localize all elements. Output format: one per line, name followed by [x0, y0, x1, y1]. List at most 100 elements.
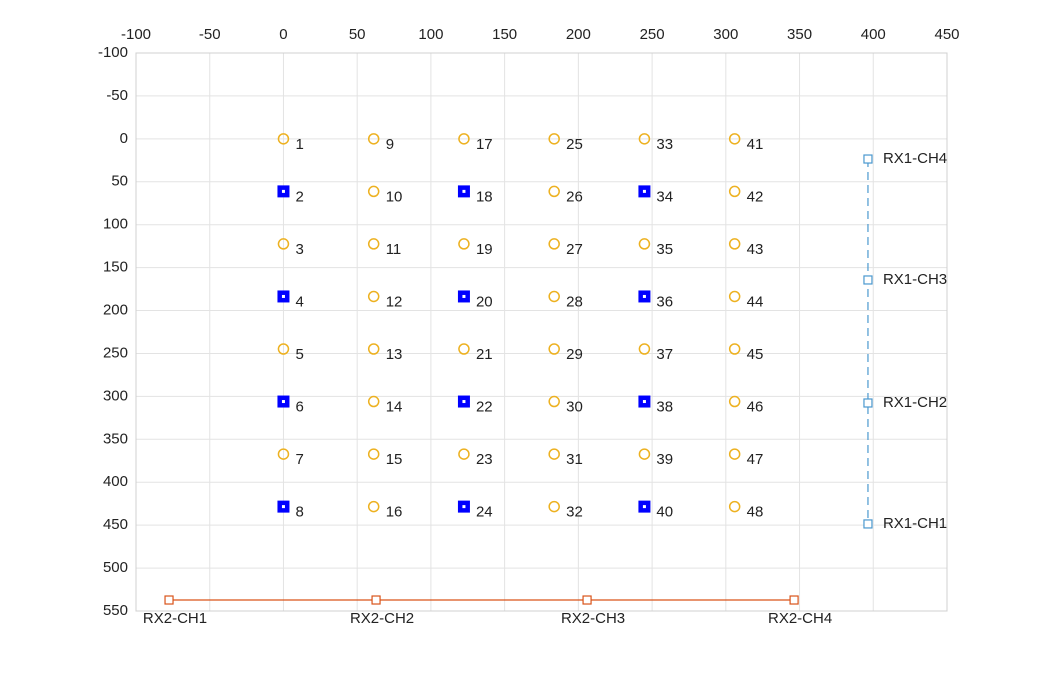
- point-label: 33: [656, 136, 673, 153]
- point-marker-center: [281, 400, 285, 404]
- point-marker: [728, 185, 741, 198]
- point-label: 28: [566, 293, 583, 310]
- point-marker: [367, 290, 380, 303]
- y-tick-label: 300: [103, 387, 128, 404]
- point-marker: [371, 595, 381, 605]
- point-marker-center: [642, 400, 646, 404]
- point-marker: [548, 343, 560, 355]
- x-tick-label: 150: [492, 26, 517, 43]
- y-tick-label: 200: [103, 302, 128, 319]
- point-label: 39: [656, 451, 673, 468]
- x-tick-label: 400: [861, 26, 886, 43]
- y-tick-label: -100: [98, 44, 128, 61]
- point-label: 48: [747, 504, 764, 521]
- point-marker: [863, 154, 873, 164]
- point-marker: [458, 238, 470, 250]
- point-marker: [728, 343, 741, 355]
- point-marker-center: [462, 400, 466, 404]
- point-marker: [638, 133, 651, 145]
- point-label: 32: [566, 504, 583, 521]
- point-label: 47: [747, 451, 764, 468]
- point-marker: [728, 395, 741, 408]
- x-tick-label: 350: [787, 26, 812, 43]
- point-label: RX2-CH1: [143, 610, 207, 627]
- point-marker: [367, 343, 380, 355]
- point-label: 22: [476, 399, 493, 416]
- point-label: 2: [295, 188, 303, 205]
- point-marker-center: [642, 294, 646, 298]
- point-marker: [367, 185, 380, 198]
- point-marker: [458, 133, 470, 145]
- point-label: RX1-CH3: [883, 271, 947, 288]
- point-label: 37: [656, 346, 673, 363]
- x-tick-label: 50: [349, 26, 366, 43]
- point-label: 16: [386, 504, 403, 521]
- point-label: 44: [747, 293, 764, 310]
- point-label: 31: [566, 451, 583, 468]
- point-label: 24: [476, 504, 493, 521]
- point-marker: [728, 238, 741, 250]
- y-tick-label: 550: [103, 602, 128, 619]
- point-marker: [367, 133, 380, 145]
- point-label: 1: [295, 136, 303, 153]
- x-tick-label: 450: [934, 26, 959, 43]
- point-label: 8: [295, 504, 303, 521]
- point-marker: [367, 238, 380, 250]
- point-marker: [728, 133, 741, 145]
- point-marker: [638, 238, 651, 250]
- point-label: 7: [295, 451, 303, 468]
- point-label: 45: [747, 346, 764, 363]
- point-label: 17: [476, 136, 493, 153]
- point-marker: [548, 448, 560, 460]
- point-marker: [277, 448, 290, 460]
- point-label: RX2-CH2: [350, 610, 414, 627]
- y-tick-label: 50: [111, 173, 128, 190]
- point-label: 25: [566, 136, 583, 153]
- point-label: 18: [476, 188, 493, 205]
- point-marker: [367, 448, 380, 460]
- point-marker: [277, 238, 290, 250]
- point-marker: [728, 448, 741, 460]
- point-label: 14: [386, 399, 403, 416]
- y-tick-label: 400: [103, 473, 128, 490]
- point-label: 15: [386, 451, 403, 468]
- point-marker: [863, 519, 873, 529]
- point-marker: [548, 395, 560, 408]
- point-marker-center: [642, 505, 646, 509]
- point-marker: [367, 395, 380, 408]
- point-label: 27: [566, 241, 583, 258]
- point-marker: [548, 185, 560, 198]
- point-marker: [863, 398, 873, 408]
- point-marker-center: [462, 505, 466, 509]
- point-marker: [638, 343, 651, 355]
- point-marker: [548, 133, 560, 145]
- point-label: 12: [386, 293, 403, 310]
- point-label: RX1-CH2: [883, 394, 947, 411]
- y-tick-label: -50: [106, 87, 128, 104]
- point-label: RX2-CH3: [561, 610, 625, 627]
- point-marker-center: [642, 189, 646, 193]
- point-label: 10: [386, 188, 403, 205]
- point-label: 46: [747, 399, 764, 416]
- point-label: 13: [386, 346, 403, 363]
- x-tick-label: 0: [279, 26, 287, 43]
- point-marker: [164, 595, 174, 605]
- point-marker: [458, 448, 470, 460]
- point-label: 3: [295, 241, 303, 258]
- point-label: 21: [476, 346, 493, 363]
- point-label: 4: [295, 293, 303, 310]
- point-label: 38: [656, 399, 673, 416]
- y-tick-label: 250: [103, 344, 128, 361]
- point-marker: [548, 500, 560, 513]
- point-label: RX1-CH4: [883, 150, 947, 167]
- point-marker: [277, 343, 290, 355]
- point-label: 43: [747, 241, 764, 258]
- point-marker: [458, 343, 470, 355]
- point-label: 6: [295, 399, 303, 416]
- point-label: 36: [656, 293, 673, 310]
- point-label: RX2-CH4: [768, 610, 832, 627]
- point-label: 40: [656, 504, 673, 521]
- x-tick-label: -50: [199, 26, 221, 43]
